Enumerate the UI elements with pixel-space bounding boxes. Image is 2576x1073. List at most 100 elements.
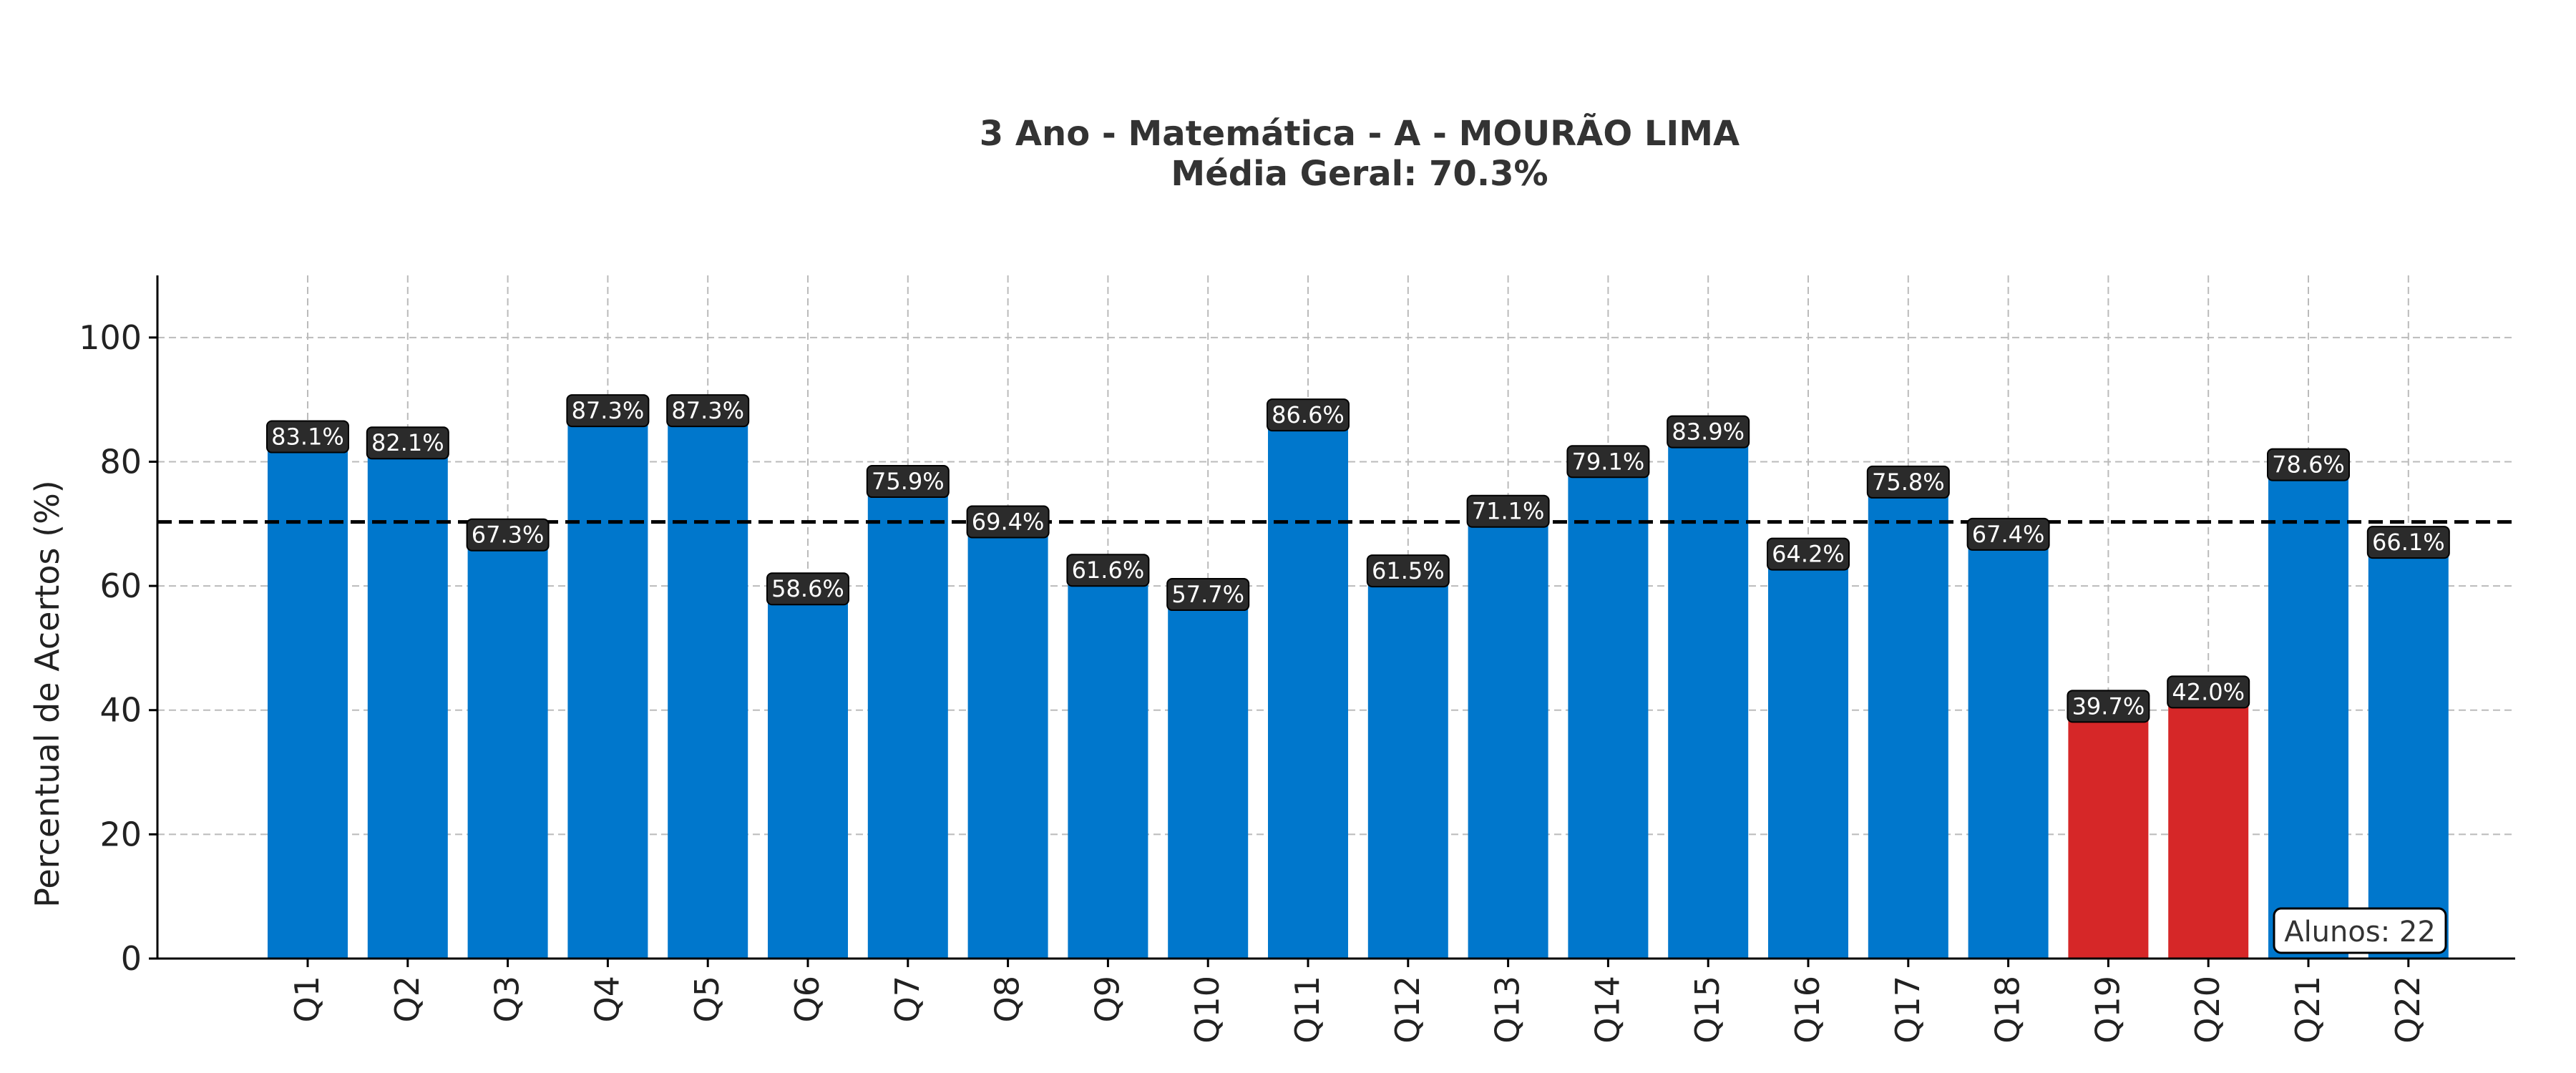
data-label-box bbox=[1366, 554, 1450, 588]
data-label: 42.0% bbox=[2172, 678, 2245, 705]
data-label-box bbox=[966, 505, 1050, 539]
bar-q12 bbox=[1367, 577, 1448, 959]
data-label: 71.1% bbox=[1472, 498, 1545, 525]
x-tick-label: Q18 bbox=[1989, 976, 2027, 1044]
data-label-box bbox=[1866, 465, 1950, 499]
data-label: 57.7% bbox=[1171, 581, 1244, 608]
bar-q2 bbox=[367, 449, 448, 959]
x-tick-label: Q6 bbox=[788, 976, 826, 1022]
annotation-students: Alunos: 22 bbox=[2284, 916, 2436, 949]
data-label-box bbox=[466, 518, 550, 552]
y-axis-label: Percentual de Acertos (%) bbox=[28, 480, 67, 907]
y-tick-label: 40 bbox=[99, 691, 142, 730]
x-tick-label: Q19 bbox=[2088, 976, 2127, 1044]
x-tick-label: Q10 bbox=[1188, 976, 1226, 1044]
bar-q21 bbox=[2268, 470, 2348, 959]
data-labels: 83.1% 82.1% 67.3% 87.3% 87.3% 58.6% 75.9% 69.4%… bbox=[266, 394, 2450, 723]
data-label-box bbox=[1166, 578, 1250, 612]
annotation-group: Alunos: 22 bbox=[2273, 907, 2447, 954]
x-tick-label: Q9 bbox=[1088, 976, 1126, 1022]
data-label-box bbox=[1966, 517, 2050, 551]
data-label: 82.1% bbox=[371, 429, 444, 456]
data-label: 61.5% bbox=[1372, 557, 1445, 584]
data-label: 69.4% bbox=[972, 508, 1045, 535]
data-label-box bbox=[1466, 494, 1550, 528]
x-tick-label: Q16 bbox=[1788, 976, 1827, 1044]
x-tick-label: Q13 bbox=[1488, 976, 1527, 1044]
data-label: 79.1% bbox=[1572, 448, 1645, 475]
data-label-box bbox=[1667, 415, 1750, 449]
data-label-box bbox=[1066, 554, 1150, 587]
bar-q7 bbox=[867, 487, 948, 959]
bar-q8 bbox=[967, 527, 1048, 959]
data-label-box bbox=[2067, 690, 2150, 723]
data-label: 83.9% bbox=[1672, 418, 1745, 446]
x-tick-label: Q3 bbox=[488, 976, 527, 1022]
x-tick-label: Q15 bbox=[1688, 976, 1727, 1044]
data-label: 67.4% bbox=[1972, 521, 2045, 548]
bars bbox=[268, 416, 2449, 959]
bar-q5 bbox=[668, 416, 748, 959]
data-label-box bbox=[1566, 445, 1650, 479]
data-label-box bbox=[266, 420, 349, 454]
x-tick-label: Q11 bbox=[1288, 976, 1327, 1044]
x-tick-label: Q20 bbox=[2188, 976, 2227, 1044]
x-tick-label: Q21 bbox=[2288, 976, 2327, 1044]
bar-q13 bbox=[1468, 516, 1548, 959]
x-tick-label: Q2 bbox=[388, 976, 426, 1022]
bar-q6 bbox=[768, 594, 848, 959]
data-label: 75.9% bbox=[872, 468, 945, 495]
y-tick-label: 20 bbox=[99, 815, 142, 853]
axes: 0 20 40 60 80 100 Q1 Q2 Q3 Q4 Q5 Q6 Q7 Q8 Q9 Q10 Q11 Q12 Q… bbox=[79, 275, 2515, 1044]
data-label-box bbox=[766, 572, 849, 606]
y-tick-label: 100 bbox=[79, 318, 142, 357]
x-tick-label: Q12 bbox=[1388, 976, 1427, 1044]
bar-q14 bbox=[1568, 467, 1649, 959]
y-tick-label: 80 bbox=[99, 442, 142, 481]
data-label: 39.7% bbox=[2072, 692, 2145, 720]
y-tick-label: 0 bbox=[121, 939, 142, 978]
bar-q19 bbox=[2068, 712, 2149, 959]
x-tick-label: Q7 bbox=[888, 976, 927, 1022]
bar-q15 bbox=[1668, 437, 1749, 959]
data-label: 87.3% bbox=[572, 397, 645, 424]
data-label: 58.6% bbox=[771, 575, 844, 602]
bar-q9 bbox=[1068, 576, 1148, 959]
data-label-box bbox=[2366, 526, 2450, 559]
x-tick-label: Q14 bbox=[1588, 976, 1626, 1044]
data-label: 87.3% bbox=[671, 397, 744, 424]
data-label-box bbox=[666, 394, 750, 428]
data-label-box bbox=[1267, 398, 1350, 432]
y-tick-label: 60 bbox=[99, 567, 142, 605]
bar-q1 bbox=[268, 442, 348, 959]
bar-q16 bbox=[1768, 559, 1848, 959]
bar-q17 bbox=[1868, 487, 1948, 959]
bar-q3 bbox=[467, 540, 548, 959]
bar-q22 bbox=[2368, 548, 2449, 959]
data-label-box bbox=[1767, 537, 1850, 571]
bar-q4 bbox=[567, 416, 648, 959]
data-label: 61.6% bbox=[1072, 557, 1145, 584]
x-tick-label: Q5 bbox=[688, 976, 726, 1022]
bar-q20 bbox=[2168, 697, 2249, 959]
data-label: 75.8% bbox=[1872, 469, 1945, 496]
data-label: 86.6% bbox=[1272, 401, 1345, 428]
data-label-box bbox=[566, 394, 650, 428]
data-label: 78.6% bbox=[2272, 451, 2345, 479]
bar-q11 bbox=[1268, 421, 1348, 959]
bar-q10 bbox=[1168, 600, 1249, 959]
data-label: 66.1% bbox=[2372, 529, 2445, 556]
x-tick-label: Q1 bbox=[288, 976, 326, 1022]
annotation-box bbox=[2273, 907, 2447, 954]
x-tick-label: Q8 bbox=[988, 976, 1027, 1022]
chart-subtitle: Média Geral: 70.3% bbox=[1171, 154, 1548, 194]
x-tick-label: Q17 bbox=[1888, 976, 1927, 1044]
data-label: 83.1% bbox=[271, 423, 344, 451]
data-label-box bbox=[2167, 675, 2250, 709]
bar-q18 bbox=[1968, 539, 2049, 959]
data-label: 67.3% bbox=[472, 521, 545, 549]
chart-title: 3 Ano - Matemática - A - MOURÃO LIMA bbox=[980, 113, 1740, 154]
data-label-box bbox=[866, 465, 950, 499]
